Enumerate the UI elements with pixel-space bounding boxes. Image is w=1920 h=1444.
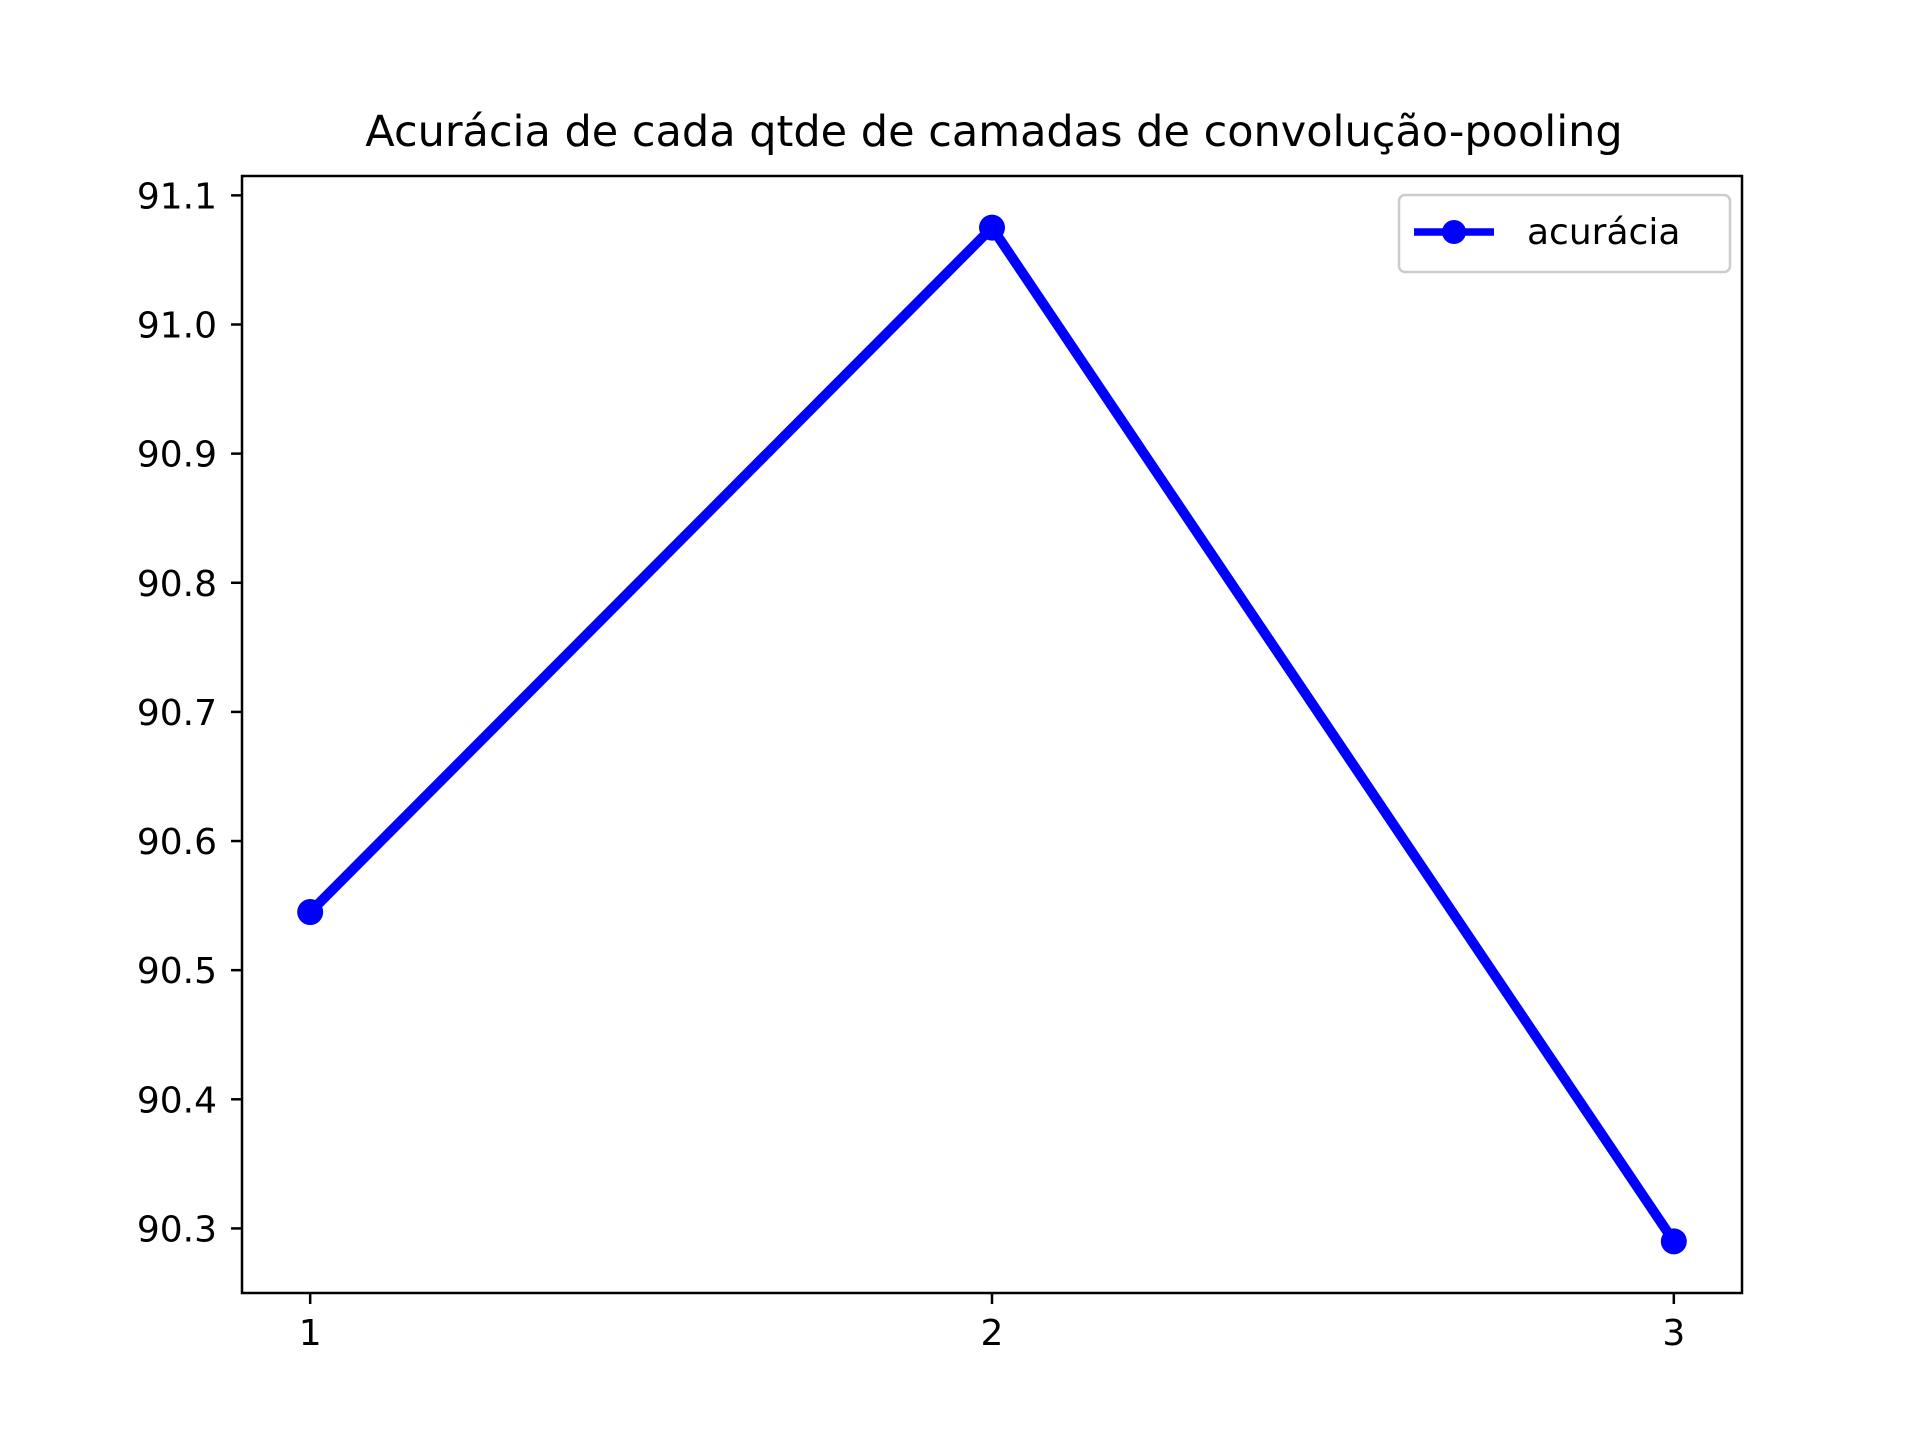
- y-tick-label: 90.6: [137, 822, 217, 863]
- data-point: [979, 214, 1005, 241]
- x-tick-label: 2: [981, 1313, 1004, 1354]
- y-tick-label: 90.5: [137, 951, 217, 992]
- legend: acurácia: [1397, 193, 1732, 274]
- y-axis-ticks: 90.3 90.4 90.5 90.6 90.7 90.8 90.9 91.0 91.1: [137, 176, 242, 1250]
- y-tick-label: 90.3: [137, 1209, 217, 1250]
- x-tick-label: 1: [299, 1313, 322, 1354]
- y-tick-label: 91.1: [137, 176, 217, 217]
- data-point: [297, 899, 324, 926]
- chart-title: Acurácia de cada qtde de camadas de conv…: [365, 107, 1622, 157]
- x-tick-label: 3: [1662, 1313, 1685, 1354]
- y-tick-label: 90.9: [137, 435, 217, 476]
- y-tick-label: 90.8: [137, 564, 217, 605]
- plot-frame: [240, 174, 1744, 1295]
- axes: [240, 174, 1744, 1295]
- y-tick-label: 90.4: [137, 1080, 217, 1121]
- legend-box: [1397, 193, 1732, 274]
- series-line: [306, 222, 1678, 1245]
- data-point: [1660, 1228, 1687, 1255]
- y-tick-label: 90.7: [137, 693, 217, 734]
- series-group: [297, 214, 1687, 1255]
- x-axis-ticks: 1 2 3: [299, 1293, 1685, 1354]
- legend-label: acurácia: [1527, 212, 1680, 253]
- legend-marker-sample: [1442, 220, 1466, 244]
- y-tick-label: 91.0: [137, 306, 217, 347]
